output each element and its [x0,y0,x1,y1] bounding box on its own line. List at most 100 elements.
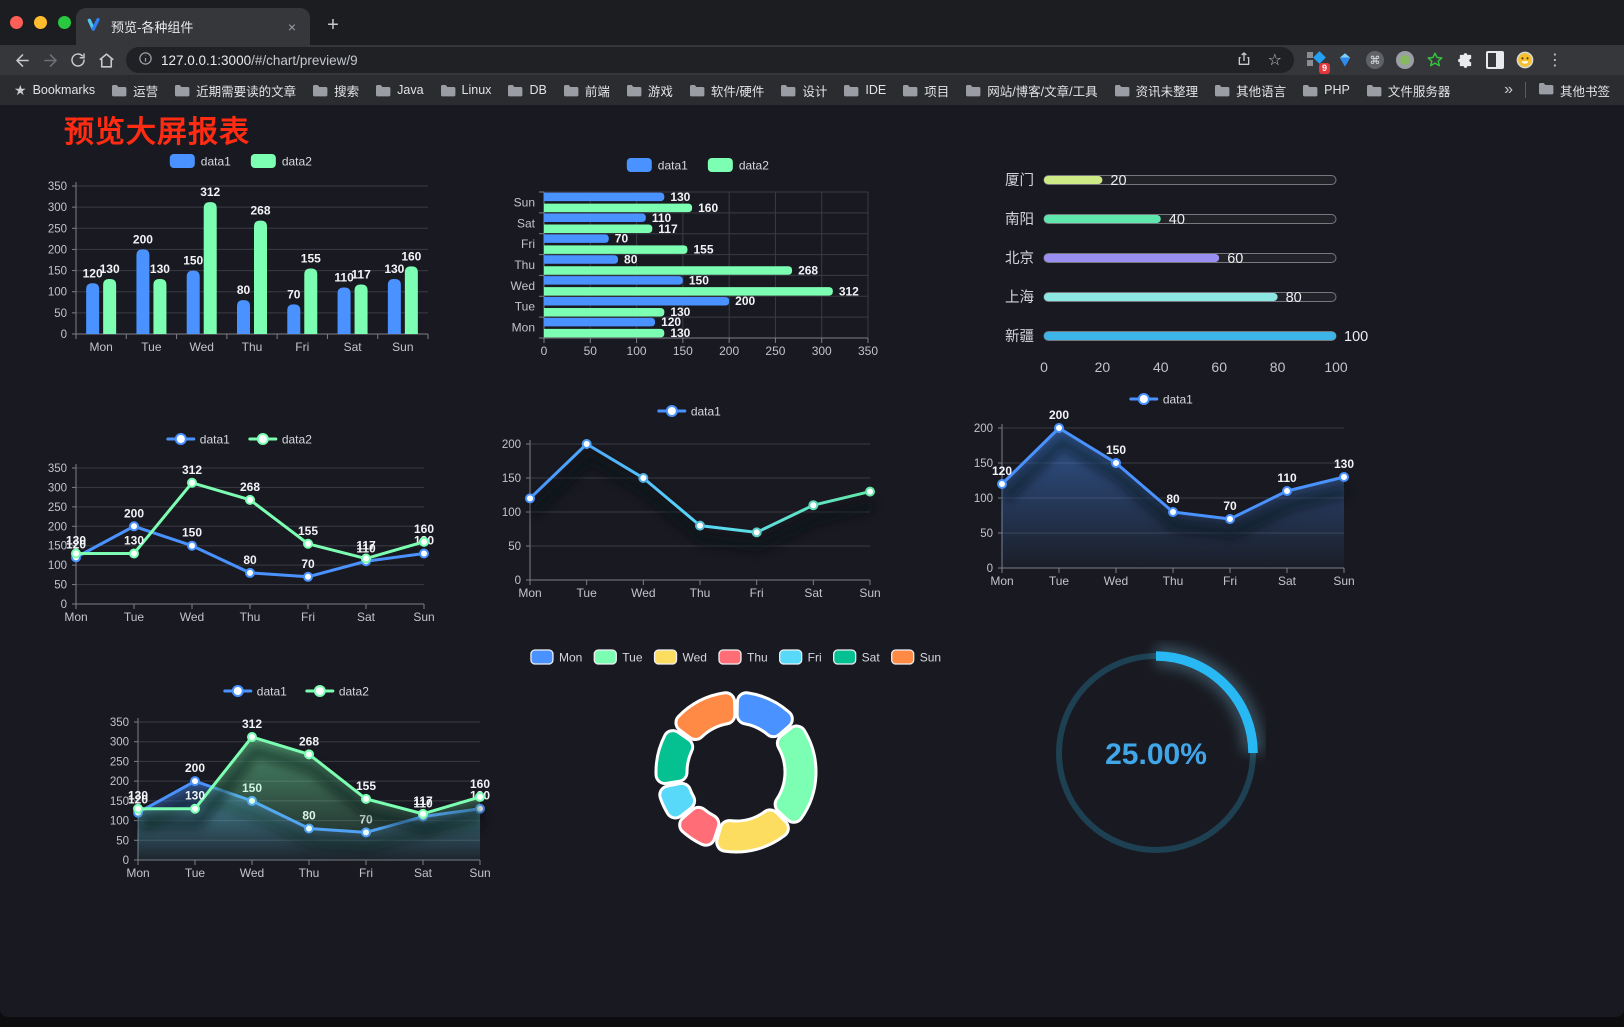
close-tab-icon[interactable]: × [287,18,296,35]
donut-slice-Sun[interactable] [674,691,737,742]
point-data1-Wed[interactable] [1111,458,1121,468]
bookmark-folder[interactable]: 设计 [780,81,827,100]
legend-item-Tue[interactable]: Tue [593,649,643,665]
bookmark-folder[interactable]: Java [375,81,424,100]
legend-item-Mon[interactable]: Mon [530,649,582,665]
hbar-data2-Sat[interactable] [544,224,653,234]
legend-item-Sat[interactable]: Sat [833,649,881,665]
zoom-window-button[interactable] [58,16,71,29]
point-data1-Tue[interactable] [581,439,592,449]
point-data1-Tue[interactable] [129,521,139,532]
bar-data1-Tue[interactable] [136,249,150,334]
legend-item-data1[interactable]: data1 [223,685,287,699]
legend[interactable]: data1 data2 [626,158,769,173]
legend-item-data2[interactable]: data2 [250,154,312,169]
legend-item-data1[interactable]: data1 [166,433,230,447]
hbar-data1-Sun[interactable] [544,192,665,202]
point-data1-Thu[interactable] [1168,507,1178,517]
hbar-data1-Fri[interactable] [544,234,609,243]
point-data1-Sun[interactable] [865,486,875,497]
point-data2-Wed[interactable] [247,731,257,742]
point-data1-Sun[interactable] [1339,472,1349,482]
bookmark-folder[interactable]: 项目 [902,81,949,100]
point-data2-Fri[interactable] [303,538,313,549]
point-data2-Mon[interactable] [133,803,143,814]
puzzle-extensions-icon[interactable] [1454,49,1476,71]
hbar-data2-Mon[interactable] [544,328,665,338]
point-data1-Thu[interactable] [245,567,255,578]
bar-data1-Sat[interactable] [337,287,351,334]
hbar-data2-Wed[interactable] [544,287,833,296]
share-icon[interactable] [1236,51,1252,70]
legend[interactable]: data1 data2 [166,433,312,447]
bookmark-folder[interactable]: Linux [440,81,491,100]
donut-slice-Tue[interactable] [773,724,818,824]
point-data2-Mon[interactable] [71,548,81,559]
bookmark-folder[interactable]: 游戏 [626,81,673,100]
menu-dots-icon[interactable]: ⋮ [1547,52,1563,69]
point-data1-Fri[interactable] [1225,514,1235,524]
donut-slice-Fri[interactable] [658,781,697,820]
legend[interactable]: data1 data2 [169,154,312,169]
point-data2-Thu[interactable] [245,494,255,505]
bookmark-folder[interactable]: DB [507,81,547,100]
bar-data2-Sat[interactable] [354,284,368,334]
bar-data2-Mon[interactable] [103,279,117,334]
profile-avatar-icon[interactable] [1514,49,1536,71]
bar-data2-Fri[interactable] [304,268,318,334]
point-data2-Tue[interactable] [129,548,139,559]
donut-slice-Thu[interactable] [678,805,721,847]
legend[interactable]: data1 data2 [223,685,369,699]
home-button[interactable] [92,47,120,73]
command-extension-icon[interactable]: ⌘ [1364,49,1386,71]
legend-item-data1[interactable]: data1 [1129,393,1193,407]
bookmark-folder[interactable]: 软件/硬件 [689,81,764,100]
hbar-data1-Wed[interactable] [544,276,683,285]
legend-item-Fri[interactable]: Fri [779,649,822,665]
bookmark-folder[interactable]: 近期需要读的文章 [174,81,296,100]
point-data2-Sat[interactable] [361,553,371,564]
hbar-data2-Thu[interactable] [544,266,793,275]
bar-data1-Mon[interactable] [86,283,100,334]
point-data1-Tue[interactable] [1054,423,1064,433]
minimize-window-button[interactable] [34,16,47,29]
hbar-data2-Tue[interactable] [544,307,665,317]
legend-item-data1[interactable]: data1 [626,158,688,173]
forward-button[interactable] [36,47,64,73]
record-extension-icon[interactable] [1394,49,1416,71]
point-data1-Sat[interactable] [808,500,819,511]
legend-item-data2[interactable]: data2 [305,685,369,699]
bar-data2-Sun[interactable] [404,266,418,334]
bar-data2-Thu[interactable] [254,220,267,334]
reload-button[interactable] [64,47,92,73]
bookmarks-overflow-chevron[interactable]: » [1504,81,1513,98]
point-data2-Thu[interactable] [304,749,314,760]
point-data1-Wed[interactable] [187,540,197,551]
hbar-data1-Mon[interactable] [544,317,656,327]
hbar-data1-Tue[interactable] [544,296,730,306]
legend-item-data1[interactable]: data1 [657,405,721,419]
legend[interactable]: Mon Tue Wed Thu Fri Sat Sun [530,649,941,665]
hbar-data2-Fri[interactable] [544,245,688,254]
point-data1-Sun[interactable] [419,548,429,559]
hbar-data1-Thu[interactable] [544,255,619,264]
legend-item-Thu[interactable]: Thu [718,649,768,665]
point-data1-Fri[interactable] [303,571,313,582]
point-data1-Thu[interactable] [695,520,705,531]
point-data1-Tue[interactable] [190,776,200,787]
site-info-icon[interactable] [138,51,153,69]
point-data2-Tue[interactable] [190,803,200,814]
legend[interactable]: data1 [657,405,721,419]
gem-extension-icon[interactable] [1334,49,1356,71]
bar-data1-Fri[interactable] [287,304,301,334]
bookmark-folder[interactable]: 搜索 [312,81,359,100]
new-tab-button[interactable]: + [327,13,339,36]
legend-item-data2[interactable]: data2 [248,433,312,447]
donut-slice-Sat[interactable] [654,729,695,785]
bookmark-folder[interactable]: 运营 [111,81,158,100]
bookmark-folder[interactable]: 其他语言 [1214,81,1286,100]
hbar-data2-Sun[interactable] [544,203,693,213]
donut-slice-Wed[interactable] [715,808,790,854]
legend-item-Sun[interactable]: Sun [891,649,941,665]
bookmark-folder[interactable]: 网站/博客/文章/工具 [965,81,1098,100]
